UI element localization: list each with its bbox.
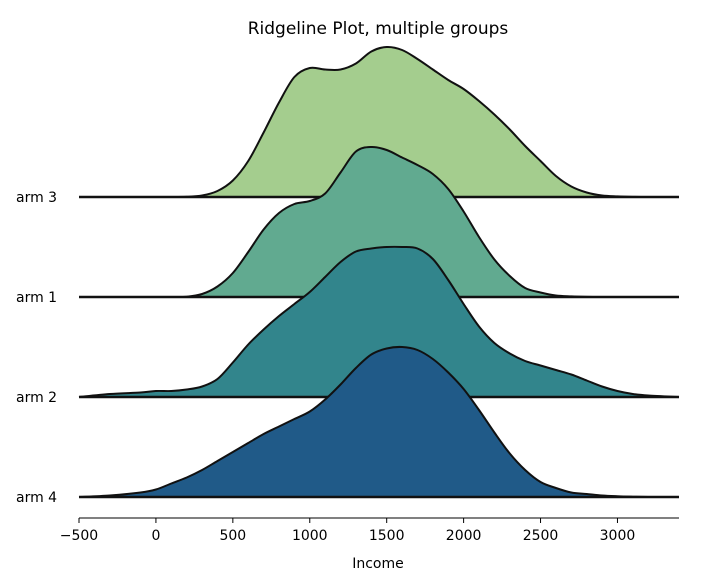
ridge-area-arm-3: [79, 46, 679, 198]
x-tick-label: 0: [151, 528, 160, 544]
ridge-outline-arm-4: [78, 345, 680, 499]
ridge-outline-arm-2: [78, 245, 680, 398]
x-tick-label: 3000: [600, 528, 636, 544]
ridges: [78, 45, 680, 499]
group-label-arm-1: arm 1: [16, 290, 57, 306]
group-labels: arm 3 arm 1 arm 2 arm 4: [16, 190, 57, 506]
x-tick-label: 2500: [523, 528, 559, 544]
ridge-area-arm-4: [79, 346, 679, 498]
ridge-area-arm-2: [79, 246, 679, 397]
x-tick-label: 500: [219, 528, 246, 544]
x-axis: −500 0 500 1000 1500 2000 2500 3000: [60, 517, 679, 544]
group-label-arm-2: arm 2: [16, 390, 57, 406]
ridge-outline-arm-3: [79, 45, 680, 199]
group-label-arm-4: arm 4: [16, 490, 57, 506]
x-axis-label: Income: [352, 556, 404, 572]
group-label-arm-3: arm 3: [16, 190, 57, 206]
x-tick-label: 1500: [369, 528, 405, 544]
x-tick-label: 1000: [292, 528, 328, 544]
x-tick-label: −500: [60, 528, 98, 544]
ridge-area-arm-1: [79, 146, 679, 298]
chart-title: Ridgeline Plot, multiple groups: [248, 19, 509, 39]
x-tick-label: 2000: [446, 528, 482, 544]
